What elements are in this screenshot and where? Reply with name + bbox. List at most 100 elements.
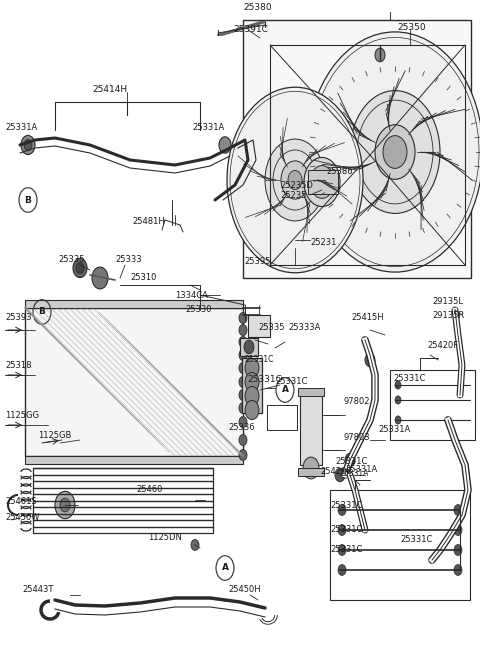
- Text: B: B: [24, 195, 31, 204]
- Bar: [267, 405, 297, 430]
- Circle shape: [265, 139, 325, 221]
- Circle shape: [239, 350, 247, 360]
- Circle shape: [239, 362, 247, 373]
- Bar: [240, 338, 258, 356]
- Circle shape: [454, 525, 462, 535]
- Text: 25331A: 25331A: [340, 468, 370, 477]
- Text: 25336: 25336: [228, 424, 254, 432]
- Circle shape: [239, 312, 247, 324]
- Circle shape: [24, 140, 32, 151]
- Text: A: A: [281, 386, 288, 394]
- Circle shape: [239, 324, 247, 335]
- Circle shape: [244, 340, 254, 354]
- Text: 25450H: 25450H: [228, 586, 261, 595]
- Bar: [25, 456, 243, 464]
- Circle shape: [239, 449, 247, 460]
- Text: 25461S: 25461S: [5, 498, 36, 506]
- Bar: [25, 300, 243, 308]
- Bar: [330, 490, 470, 600]
- Bar: [243, 20, 471, 278]
- Circle shape: [335, 468, 345, 482]
- Text: 25331C: 25331C: [330, 500, 362, 510]
- Text: 25380: 25380: [243, 3, 272, 12]
- Circle shape: [245, 358, 259, 377]
- Text: 97802: 97802: [344, 398, 371, 407]
- Circle shape: [239, 417, 247, 428]
- Circle shape: [303, 457, 319, 479]
- Text: 1125GG: 1125GG: [5, 411, 39, 419]
- Text: 25331C: 25331C: [400, 536, 432, 544]
- Circle shape: [239, 390, 247, 400]
- Text: 25335: 25335: [258, 324, 285, 333]
- Text: 25235: 25235: [280, 191, 306, 200]
- Text: 25331C: 25331C: [330, 525, 362, 534]
- Text: 25330: 25330: [185, 305, 212, 314]
- Circle shape: [454, 544, 462, 555]
- Text: 25393: 25393: [5, 314, 32, 322]
- Text: 25231: 25231: [310, 238, 336, 246]
- Circle shape: [350, 90, 440, 214]
- Text: B: B: [38, 307, 46, 316]
- Circle shape: [365, 353, 375, 367]
- Circle shape: [383, 136, 407, 168]
- Text: 25391C: 25391C: [233, 26, 268, 35]
- Circle shape: [92, 267, 108, 289]
- Circle shape: [304, 157, 340, 206]
- Circle shape: [21, 136, 35, 155]
- Text: 29135L: 29135L: [432, 297, 463, 307]
- Text: 25481H: 25481H: [132, 217, 165, 227]
- Circle shape: [454, 565, 462, 576]
- Text: 25420F: 25420F: [427, 341, 458, 350]
- Text: 1334CA: 1334CA: [175, 291, 208, 299]
- Text: 25333: 25333: [115, 255, 142, 265]
- Circle shape: [60, 498, 70, 512]
- Text: 25331A: 25331A: [192, 124, 224, 132]
- Text: 25310: 25310: [130, 274, 156, 282]
- Text: 25333A: 25333A: [288, 324, 320, 333]
- Circle shape: [338, 525, 346, 535]
- Bar: [242, 358, 262, 413]
- Circle shape: [219, 137, 231, 153]
- Text: 29135R: 29135R: [432, 312, 464, 320]
- Circle shape: [338, 565, 346, 576]
- Text: 25331C: 25331C: [247, 375, 282, 384]
- Text: 25331A: 25331A: [378, 426, 410, 434]
- Circle shape: [288, 170, 302, 189]
- Circle shape: [239, 434, 247, 445]
- Circle shape: [316, 174, 328, 190]
- Circle shape: [227, 87, 363, 272]
- Text: 25450W: 25450W: [5, 514, 39, 523]
- Circle shape: [245, 400, 259, 420]
- Circle shape: [395, 396, 401, 404]
- Text: 25331A: 25331A: [5, 124, 37, 132]
- Circle shape: [307, 32, 480, 272]
- Circle shape: [345, 453, 355, 467]
- Circle shape: [55, 491, 75, 519]
- Circle shape: [338, 504, 346, 515]
- Bar: [298, 388, 324, 396]
- Text: A: A: [221, 563, 228, 572]
- Circle shape: [245, 373, 259, 392]
- Text: 25331C: 25331C: [330, 546, 362, 555]
- Circle shape: [395, 381, 401, 389]
- Circle shape: [395, 416, 401, 424]
- Text: 25395: 25395: [244, 257, 270, 267]
- Text: 25386: 25386: [326, 168, 353, 176]
- Text: 25443T: 25443T: [22, 586, 53, 595]
- Bar: [300, 390, 322, 465]
- Text: 25420E: 25420E: [320, 468, 351, 476]
- Circle shape: [310, 166, 334, 198]
- Circle shape: [375, 48, 385, 62]
- Circle shape: [239, 337, 247, 347]
- Text: 1125DN: 1125DN: [148, 534, 182, 542]
- Text: 25235D: 25235D: [280, 181, 313, 189]
- Circle shape: [338, 544, 346, 555]
- Circle shape: [76, 263, 84, 273]
- Circle shape: [281, 161, 309, 199]
- Text: 25414H: 25414H: [93, 86, 128, 94]
- Bar: [308, 170, 338, 194]
- Text: 1125GB: 1125GB: [38, 430, 72, 440]
- Circle shape: [239, 403, 247, 413]
- Text: 25318: 25318: [5, 360, 32, 369]
- Circle shape: [375, 124, 415, 179]
